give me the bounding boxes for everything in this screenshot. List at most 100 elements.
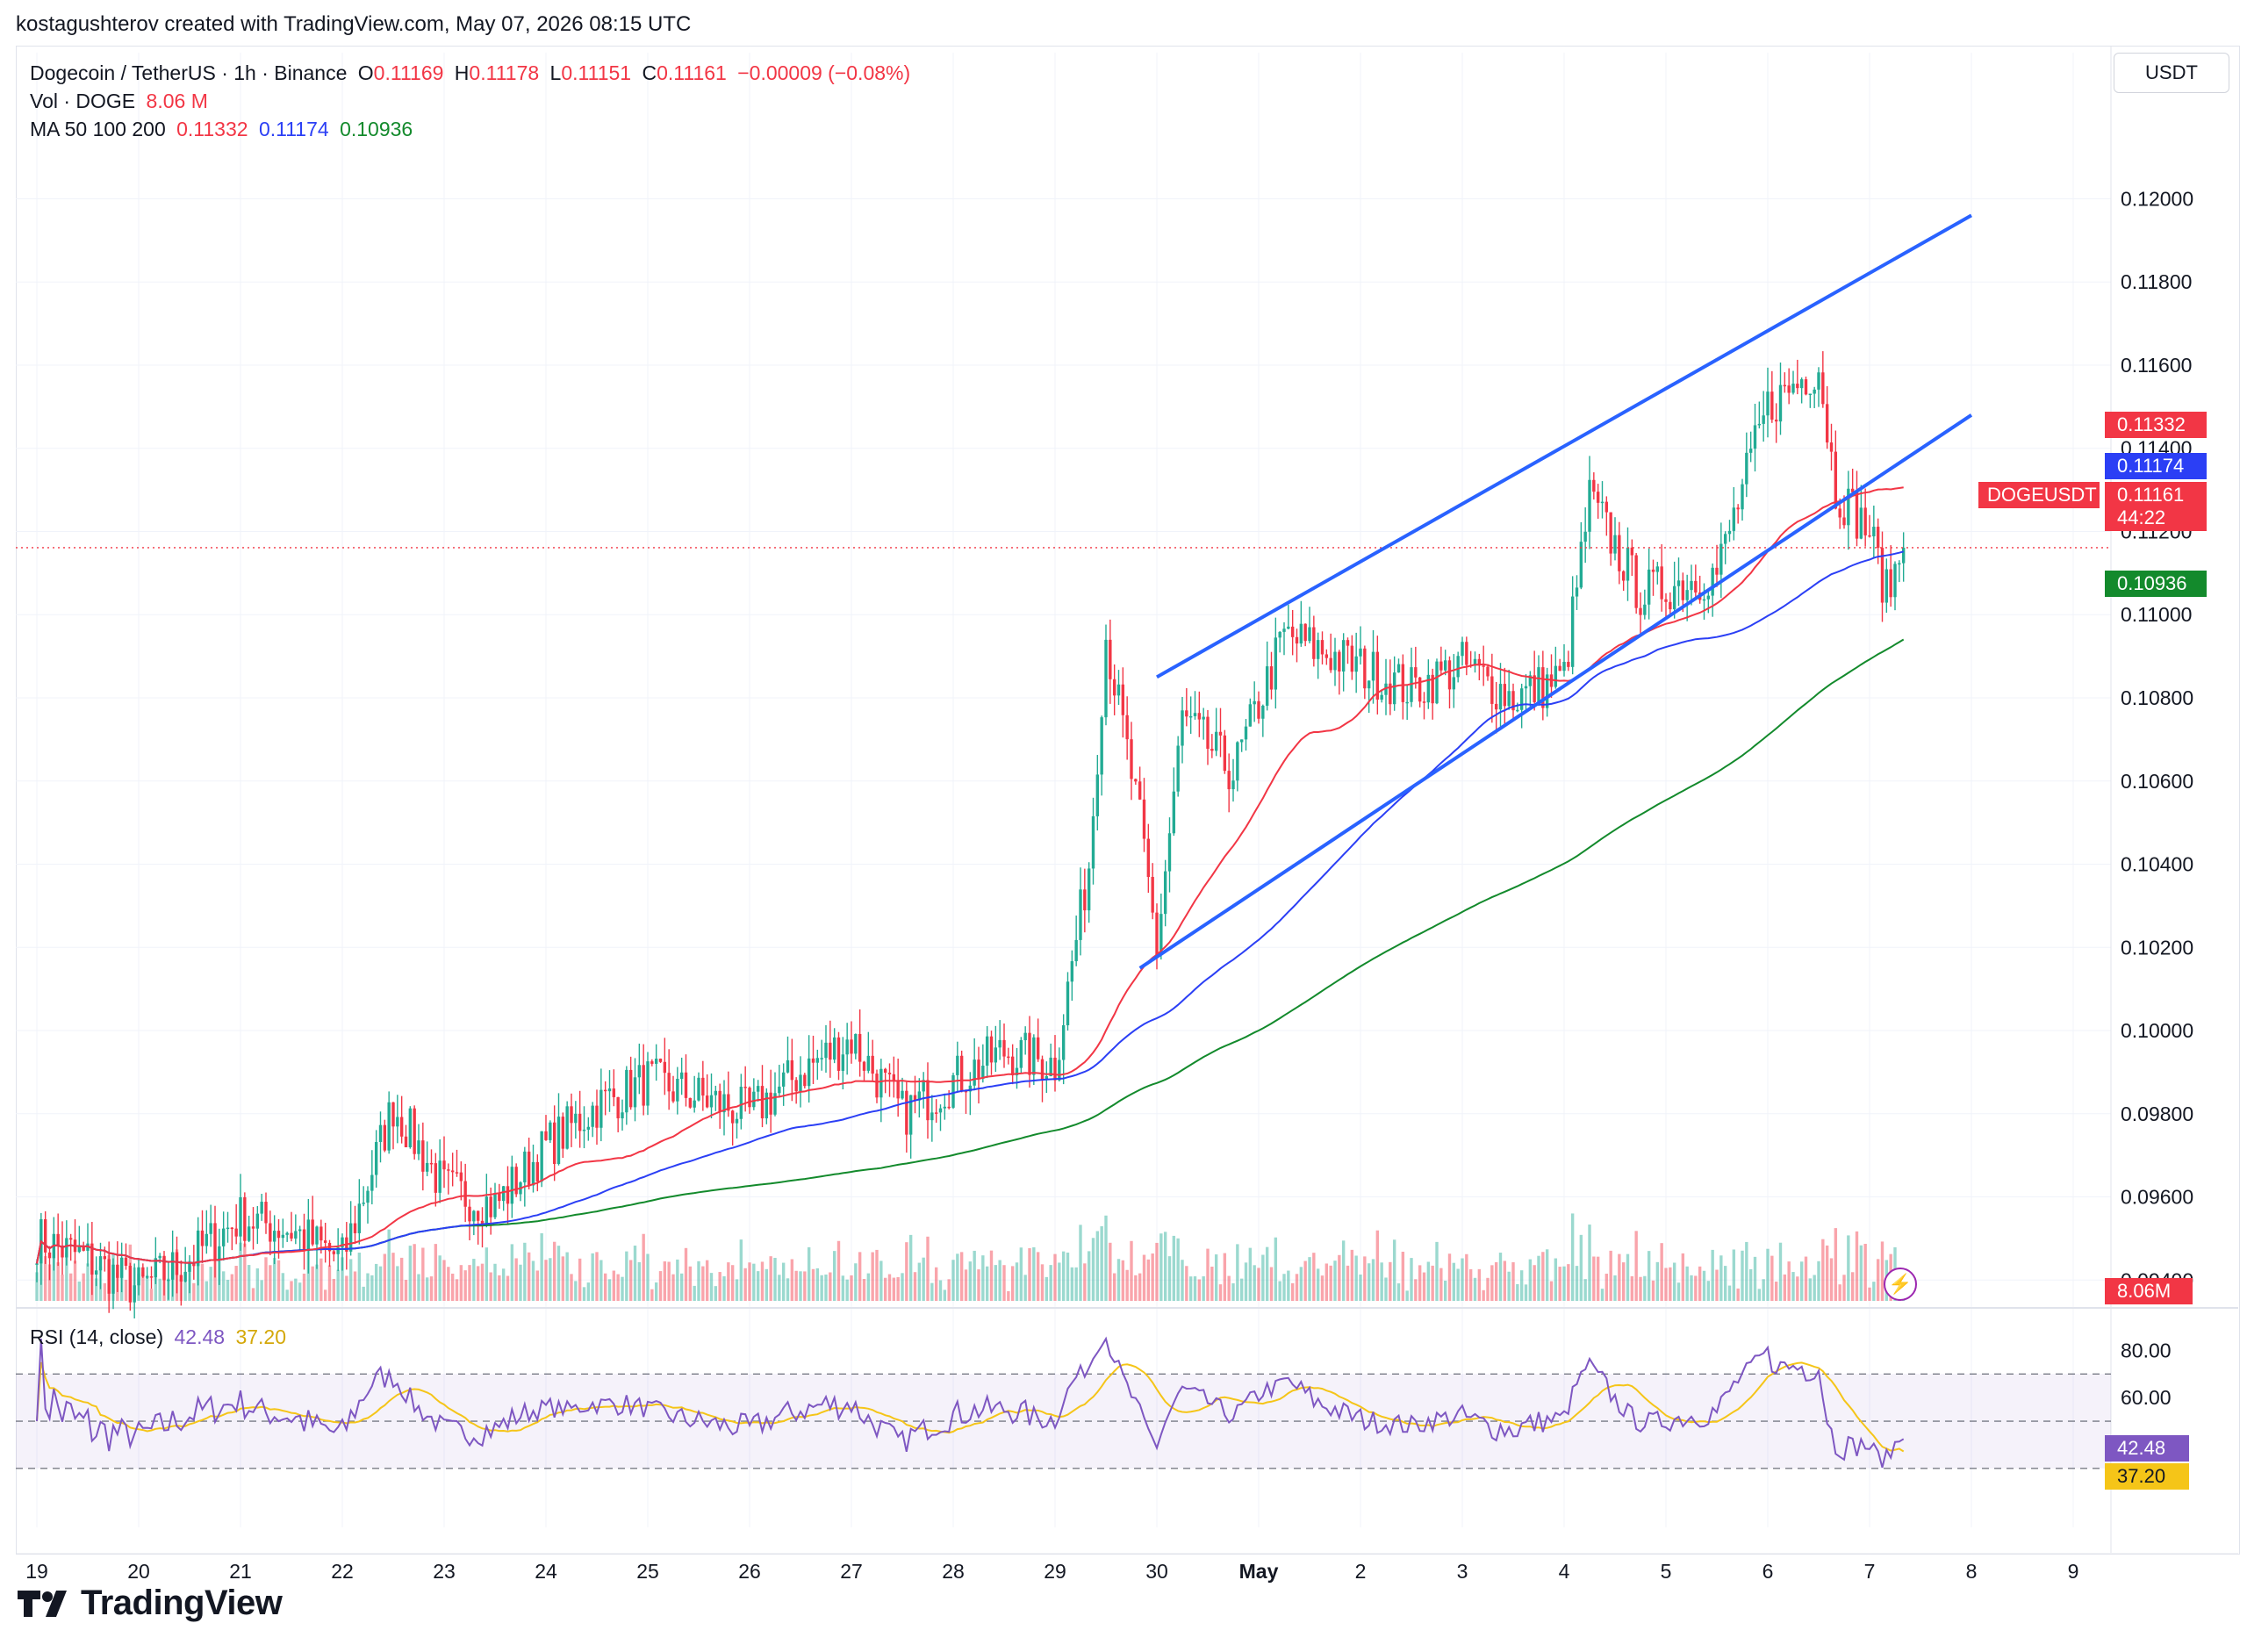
candle-body: [824, 1042, 828, 1059]
candle-body: [1109, 639, 1112, 679]
volume-bar: [128, 1244, 133, 1301]
candle-body: [829, 1042, 832, 1060]
candle-body: [985, 1036, 989, 1067]
candle-body: [1414, 667, 1418, 678]
volume-bar: [786, 1278, 790, 1301]
volume-bar: [938, 1280, 943, 1301]
candle-body: [154, 1258, 158, 1278]
candle-body: [887, 1073, 892, 1074]
candle-body: [688, 1097, 693, 1108]
candle-body: [773, 1093, 777, 1115]
candle-body: [485, 1196, 489, 1226]
candle-body: [1596, 492, 1600, 503]
candle-body: [1193, 713, 1197, 716]
volume-bar: [628, 1260, 633, 1301]
volume-bar: [1167, 1256, 1172, 1301]
candle-body: [82, 1246, 85, 1251]
volume-bar: [1774, 1282, 1778, 1301]
tradingview-logo[interactable]: TradingView: [16, 1584, 283, 1623]
volume-bar: [98, 1266, 103, 1301]
candle-body: [1435, 661, 1439, 704]
volume-bar: [968, 1261, 973, 1301]
candle-body: [523, 1151, 527, 1183]
volume-bar: [1876, 1259, 1880, 1301]
candle-body: [540, 1131, 543, 1182]
volume-bar: [1375, 1230, 1380, 1301]
candle-body: [1880, 548, 1884, 603]
volume-bar: [1537, 1255, 1540, 1301]
candle-body: [251, 1226, 255, 1229]
volume-bar: [306, 1245, 311, 1301]
volume-bar: [1244, 1262, 1248, 1301]
legend-change: −0.00009 (−0.08%): [737, 61, 911, 84]
candle-body: [701, 1077, 705, 1096]
legend-ma: MA 50 100 200 0.11332 0.11174 0.10936: [30, 118, 418, 141]
volume-bar: [1604, 1274, 1609, 1301]
candle-body: [47, 1252, 52, 1259]
volume-bar: [807, 1246, 811, 1301]
volume-bar: [179, 1278, 183, 1301]
volume-bar: [1384, 1277, 1388, 1301]
volume-bar: [799, 1271, 802, 1301]
volume-bar: [251, 1288, 255, 1301]
volume-bar: [646, 1253, 650, 1301]
legend-rsi-label: RSI (14, close): [30, 1325, 164, 1348]
candle-body: [408, 1108, 413, 1148]
volume-bar: [1142, 1254, 1146, 1301]
legend-ohlc: Dogecoin / TetherUS · 1h · Binance O0.11…: [30, 61, 915, 85]
candle-body: [1863, 507, 1867, 535]
volume-bar: [1206, 1248, 1210, 1301]
candle-body: [917, 1091, 922, 1101]
candle-body: [760, 1086, 765, 1119]
candle-body: [510, 1167, 514, 1204]
volume-bar: [158, 1278, 162, 1301]
candle-body: [1876, 527, 1880, 549]
volume-bar: [1418, 1265, 1422, 1301]
currency-selector[interactable]: USDT: [2114, 53, 2229, 93]
candle-body: [1639, 607, 1642, 615]
time-axis-label: 22: [331, 1560, 354, 1583]
volume-bar: [913, 1272, 917, 1301]
volume-bar: [353, 1271, 357, 1301]
legend-volume: Vol · DOGE 8.06 M: [30, 90, 213, 113]
volume-bar: [1452, 1262, 1456, 1301]
volume-bar: [1461, 1258, 1464, 1301]
volume-bar: [1274, 1237, 1278, 1301]
volume-bar: [1757, 1289, 1762, 1301]
candle-body: [1766, 391, 1770, 416]
candle-body: [1604, 501, 1609, 513]
bolt-icon[interactable]: ⚡: [1884, 1268, 1917, 1301]
volume-bar: [1592, 1256, 1596, 1301]
candle-body: [387, 1102, 391, 1151]
candle-body: [1367, 680, 1371, 689]
volume-bar: [1770, 1255, 1774, 1301]
volume-bar: [1439, 1268, 1443, 1301]
volume-bar: [124, 1279, 128, 1301]
candle-body: [1681, 580, 1685, 600]
volume-bar: [561, 1256, 565, 1301]
candle-body: [1083, 889, 1087, 911]
candle-body: [1579, 542, 1583, 588]
candle-body: [1791, 384, 1795, 393]
candle-body: [438, 1160, 442, 1193]
volume-bar: [276, 1260, 281, 1301]
volume-bar: [213, 1259, 217, 1301]
volume-bar: [1405, 1290, 1409, 1301]
volume-bar: [1290, 1282, 1295, 1301]
volume-bar: [65, 1253, 68, 1301]
volume-bar: [1643, 1275, 1647, 1301]
candle-body: [1600, 501, 1604, 504]
candle-body: [1498, 684, 1503, 710]
candle-body: [1630, 547, 1634, 556]
candle-body: [1613, 535, 1617, 554]
candle-body: [493, 1193, 497, 1217]
legend-rsi: RSI (14, close) 42.48 37.20: [30, 1325, 291, 1349]
volume-bar: [1261, 1254, 1265, 1301]
volume-bar: [1380, 1262, 1383, 1301]
volume-bar: [1655, 1261, 1660, 1301]
candle-body: [858, 1033, 862, 1062]
candle-body: [603, 1089, 607, 1092]
volume-bar: [1715, 1269, 1719, 1301]
volume-bar: [1410, 1258, 1413, 1301]
